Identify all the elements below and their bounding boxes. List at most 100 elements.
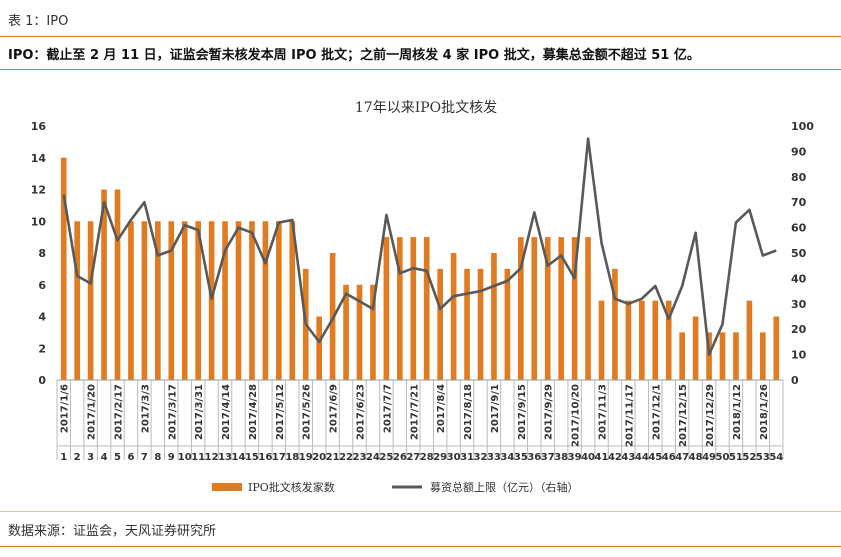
bar <box>276 221 282 380</box>
x-index-label: 11 <box>191 452 205 463</box>
bar <box>289 221 296 380</box>
x-date-label: 2017/1/20 <box>87 384 98 440</box>
x-index-label: 19 <box>299 452 313 463</box>
x-index-label: 16 <box>258 452 272 463</box>
bar <box>168 221 175 380</box>
x-index-label: 22 <box>339 452 353 463</box>
x-index-label: 44 <box>635 452 649 463</box>
bar <box>733 332 739 380</box>
x-date-label: 2017/4/14 <box>221 384 232 440</box>
x-index-label: 6 <box>127 452 134 463</box>
line-path <box>62 137 777 356</box>
headline: IPO：截止至 2 月 11 日，证监会暂未核发本周 IPO 批文；之前一周核发… <box>8 48 700 63</box>
bar <box>491 253 497 380</box>
bar <box>262 221 269 380</box>
x-date-label: 2017/9/29 <box>544 384 555 440</box>
bar <box>518 237 524 380</box>
x-index-label: 32 <box>474 452 488 463</box>
x-index-label: 1 <box>60 452 67 463</box>
x-date-label: 2017/4/28 <box>248 384 259 440</box>
left-tick-label: 14 <box>31 152 47 165</box>
bar <box>155 221 161 380</box>
left-tick-label: 16 <box>31 120 47 133</box>
bar <box>665 300 672 380</box>
x-index-label: 26 <box>393 452 407 463</box>
x-index-label: 45 <box>648 452 662 463</box>
x-index-label: 38 <box>554 452 568 463</box>
bar <box>639 300 645 380</box>
left-axis: 0 2 4 6 8 10 12 14 16 <box>31 120 47 387</box>
bar <box>598 300 605 380</box>
bar <box>531 237 538 380</box>
x-date-label: 2017/6/9 <box>329 384 340 433</box>
left-tick-label: 0 <box>38 374 46 387</box>
bar <box>585 237 591 380</box>
x-index-label: 49 <box>702 452 716 463</box>
bar <box>141 221 148 380</box>
left-tick-label: 8 <box>38 247 46 260</box>
line-series <box>62 137 777 356</box>
source-rule <box>0 511 841 512</box>
bar <box>679 332 685 380</box>
x-date-label: 2017/3/3 <box>140 384 151 433</box>
x-date-label: 2017/9/1 <box>490 384 501 433</box>
legend-line-label: 募资总额上限（亿元）（右轴） <box>430 480 579 494</box>
x-index-label: 14 <box>232 452 246 463</box>
right-axis: 0 10 20 30 40 50 60 70 80 90 100 <box>791 120 814 387</box>
x-index-label: 36 <box>527 452 541 463</box>
bar <box>773 316 780 380</box>
x-date-label: 2017/7/7 <box>382 384 393 433</box>
x-index-label: 28 <box>420 452 434 463</box>
x-index-label: 15 <box>245 452 259 463</box>
left-tick-label: 4 <box>38 311 46 324</box>
x-index-label: 10 <box>178 452 192 463</box>
x-date-label: 2017/2/17 <box>114 384 125 440</box>
x-index-label: 53 <box>756 452 770 463</box>
bar <box>571 237 578 380</box>
right-tick-label: 100 <box>791 120 814 133</box>
bar <box>746 300 753 380</box>
x-date-label: 2017/8/18 <box>463 384 474 440</box>
x-date-label: 2017/12/29 <box>705 384 716 447</box>
x-date-label: 2017/5/26 <box>302 384 313 440</box>
bar <box>437 268 443 380</box>
x-index-label: 25 <box>379 452 393 463</box>
bar <box>316 316 322 380</box>
bar <box>356 284 363 380</box>
right-tick-label: 70 <box>791 196 807 209</box>
bar-series <box>60 157 780 380</box>
bar <box>692 316 699 380</box>
right-tick-label: 80 <box>791 171 807 184</box>
legend-bar-swatch <box>212 483 242 491</box>
bar <box>222 221 228 380</box>
x-index-label: 35 <box>514 452 528 463</box>
x-index-label: 21 <box>326 452 340 463</box>
x-index-label: 46 <box>662 452 676 463</box>
x-index-label: 2 <box>74 452 81 463</box>
x-index-label: 24 <box>366 452 380 463</box>
right-tick-label: 40 <box>791 272 807 285</box>
x-date-label: 2017/5/12 <box>275 384 286 440</box>
left-tick-label: 6 <box>38 279 46 292</box>
x-index-label: 4 <box>101 452 108 463</box>
x-index-label: 18 <box>285 452 299 463</box>
bar <box>450 253 457 380</box>
x-date-label: 2017/10/20 <box>571 384 582 447</box>
right-tick-label: 30 <box>791 298 807 311</box>
bar <box>558 237 564 380</box>
x-index-label: 39 <box>568 452 582 463</box>
x-index-label: 8 <box>154 452 161 463</box>
x-index-label: 34 <box>500 452 514 463</box>
right-tick-label: 60 <box>791 222 807 235</box>
x-date-label: 2017/7/21 <box>409 384 420 440</box>
headline-rule <box>0 69 841 70</box>
x-index-label: 52 <box>742 452 756 463</box>
left-tick-label: 12 <box>31 184 46 197</box>
bar <box>181 221 188 380</box>
x-date-label: 2017/3/17 <box>167 384 178 440</box>
left-tick-label: 2 <box>38 342 46 355</box>
bar <box>195 221 201 380</box>
bar <box>760 332 766 380</box>
bar <box>128 221 134 380</box>
right-tick-label: 0 <box>791 374 799 387</box>
